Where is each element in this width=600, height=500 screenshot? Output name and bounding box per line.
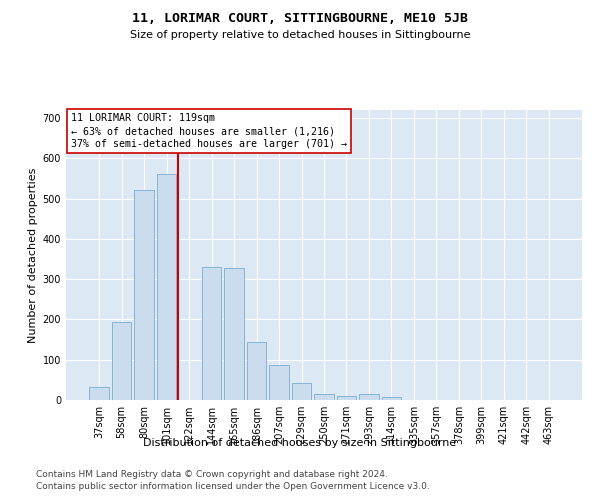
Text: 11, LORIMAR COURT, SITTINGBOURNE, ME10 5JB: 11, LORIMAR COURT, SITTINGBOURNE, ME10 5… bbox=[132, 12, 468, 26]
Bar bbox=[337, 396, 356, 400]
Text: Contains HM Land Registry data © Crown copyright and database right 2024.: Contains HM Land Registry data © Crown c… bbox=[36, 470, 388, 479]
Bar bbox=[224, 268, 244, 400]
Bar bbox=[112, 322, 131, 400]
Bar bbox=[359, 394, 379, 400]
Text: 11 LORIMAR COURT: 119sqm
← 63% of detached houses are smaller (1,216)
37% of sem: 11 LORIMAR COURT: 119sqm ← 63% of detach… bbox=[71, 113, 347, 150]
Text: Size of property relative to detached houses in Sittingbourne: Size of property relative to detached ho… bbox=[130, 30, 470, 40]
Bar bbox=[157, 174, 176, 400]
Bar bbox=[382, 397, 401, 400]
Text: Distribution of detached houses by size in Sittingbourne: Distribution of detached houses by size … bbox=[143, 438, 457, 448]
Y-axis label: Number of detached properties: Number of detached properties bbox=[28, 168, 38, 342]
Text: Contains public sector information licensed under the Open Government Licence v3: Contains public sector information licen… bbox=[36, 482, 430, 491]
Bar bbox=[89, 387, 109, 400]
Bar bbox=[314, 394, 334, 400]
Bar bbox=[292, 383, 311, 400]
Bar bbox=[202, 268, 221, 400]
Bar bbox=[269, 365, 289, 400]
Bar bbox=[247, 342, 266, 400]
Bar bbox=[134, 190, 154, 400]
